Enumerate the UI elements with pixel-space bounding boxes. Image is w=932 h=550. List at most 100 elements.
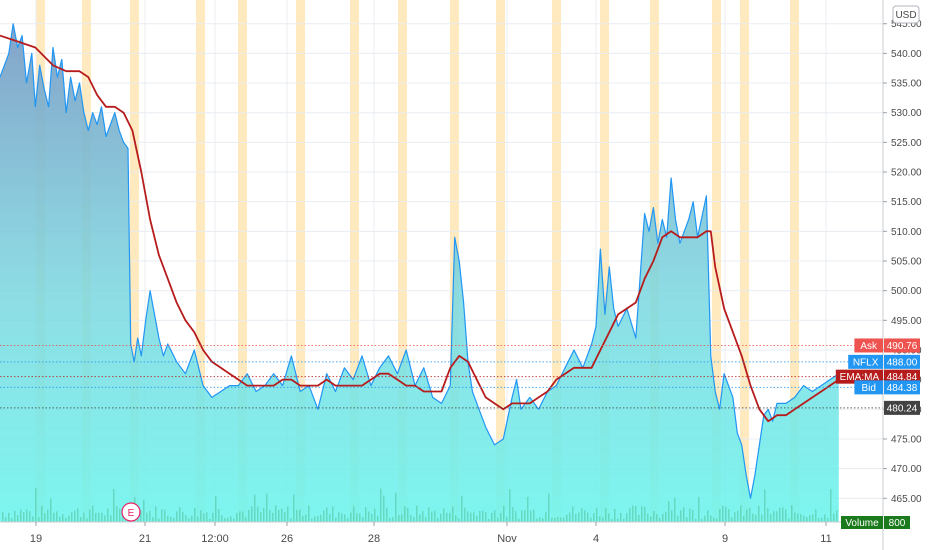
volume-bar xyxy=(98,512,100,522)
volume-bar xyxy=(563,517,565,522)
volume-bar xyxy=(365,507,367,522)
volume-bar xyxy=(767,508,769,522)
earnings-event-marker[interactable]: E xyxy=(121,502,141,522)
volume-bar xyxy=(425,517,427,522)
price-tag-value: 484.84 xyxy=(887,372,918,383)
volume-bar xyxy=(761,514,763,522)
volume-bar xyxy=(623,518,625,522)
volume-bar xyxy=(551,517,553,522)
volume-bar xyxy=(530,510,532,522)
price-guide-lines xyxy=(0,344,883,409)
volume-bar xyxy=(686,517,688,522)
volume-bar xyxy=(11,517,13,522)
volume-bar xyxy=(656,514,658,522)
volume-bar xyxy=(635,505,637,522)
price-tag-label-bg xyxy=(854,338,883,353)
volume-bar xyxy=(524,510,526,522)
volume-bar xyxy=(326,507,328,522)
volume-bar xyxy=(290,518,292,522)
volume-bar xyxy=(671,510,673,522)
x-tick-label: 28 xyxy=(368,533,380,545)
volume-bar xyxy=(149,510,151,522)
volume-bar xyxy=(500,512,502,522)
volume-bar xyxy=(725,506,727,522)
volume-bar xyxy=(230,516,232,522)
volume-bar xyxy=(17,515,19,522)
volume-bar xyxy=(791,505,793,522)
volume-bar xyxy=(254,494,256,522)
volume-bar xyxy=(836,510,838,522)
volume-bar xyxy=(755,514,757,522)
volume-bar xyxy=(197,516,199,522)
volume-bar xyxy=(800,513,802,522)
volume-bar xyxy=(335,517,337,522)
price-tag-value-bg xyxy=(884,380,920,395)
volume-bar xyxy=(527,496,529,522)
volume-bar xyxy=(659,517,661,522)
volume-bar xyxy=(296,509,298,522)
volume-bar xyxy=(80,517,82,522)
volume-bar xyxy=(116,506,118,522)
event-marker-circle xyxy=(121,502,141,522)
volume-bar xyxy=(758,505,760,522)
volume-bar xyxy=(350,512,352,522)
volume-bar xyxy=(455,515,457,522)
price-tag-label: Ask xyxy=(860,341,878,352)
volume-bar xyxy=(695,518,697,522)
volume-bar xyxy=(227,517,229,522)
volume-bar xyxy=(302,516,304,522)
volume-bar xyxy=(119,508,121,522)
volume-bar xyxy=(170,516,172,522)
volume-bar xyxy=(644,506,646,522)
volume-bar xyxy=(239,511,241,522)
volume-bar xyxy=(26,509,28,522)
volume-bar xyxy=(5,517,7,522)
volume-bar xyxy=(818,518,820,522)
volume-bar xyxy=(263,507,265,522)
volume-tag-value: 800 xyxy=(889,518,906,529)
volume-bar xyxy=(461,496,463,522)
y-tick-label: 520.00 xyxy=(891,168,922,179)
volume-bar xyxy=(566,514,568,522)
volume-bar xyxy=(77,508,79,522)
volume-bar xyxy=(473,512,475,522)
volume-bar xyxy=(572,506,574,522)
volume-bar xyxy=(479,511,481,522)
volume-bar xyxy=(389,517,391,522)
volume-bar xyxy=(23,512,25,522)
volume-bar xyxy=(338,512,340,522)
volume-bar xyxy=(146,512,148,522)
volume-bar xyxy=(68,515,70,522)
y-tick-label: 515.00 xyxy=(891,197,922,208)
volume-bar xyxy=(383,495,385,522)
x-tick-label: 19 xyxy=(30,533,42,545)
volume-bar xyxy=(32,516,34,522)
x-tick-label: 21 xyxy=(139,533,151,545)
volume-bar xyxy=(737,510,739,522)
volume-bar xyxy=(797,513,799,522)
volume-bar xyxy=(182,512,184,522)
volume-bar xyxy=(212,512,214,522)
volume-bar xyxy=(140,510,142,522)
price-tags: Ask 490.76 NFLX 488.00 EMA:MA 484.84 Bid 484.38… xyxy=(835,338,920,415)
currency-label[interactable]: USD xyxy=(892,5,920,24)
volume-bar xyxy=(152,517,154,522)
volume-bar xyxy=(392,517,394,522)
volume-bar xyxy=(707,510,709,522)
volume-bar xyxy=(176,511,178,522)
y-tick-label: 510.00 xyxy=(891,227,922,238)
volume-bar xyxy=(422,511,424,522)
volume-bar xyxy=(395,492,397,522)
volume-bar xyxy=(608,513,610,522)
volume-bar xyxy=(344,514,346,522)
price-tag-value: 490.76 xyxy=(887,341,918,352)
volume-bar xyxy=(728,509,730,522)
price-tag-value: 484.38 xyxy=(887,383,918,394)
volume-bar xyxy=(173,517,175,522)
volume-bar xyxy=(329,514,331,522)
volume-bar xyxy=(575,513,577,522)
volume-bar xyxy=(674,497,676,522)
volume-bar xyxy=(167,515,169,522)
volume-bar xyxy=(731,517,733,522)
